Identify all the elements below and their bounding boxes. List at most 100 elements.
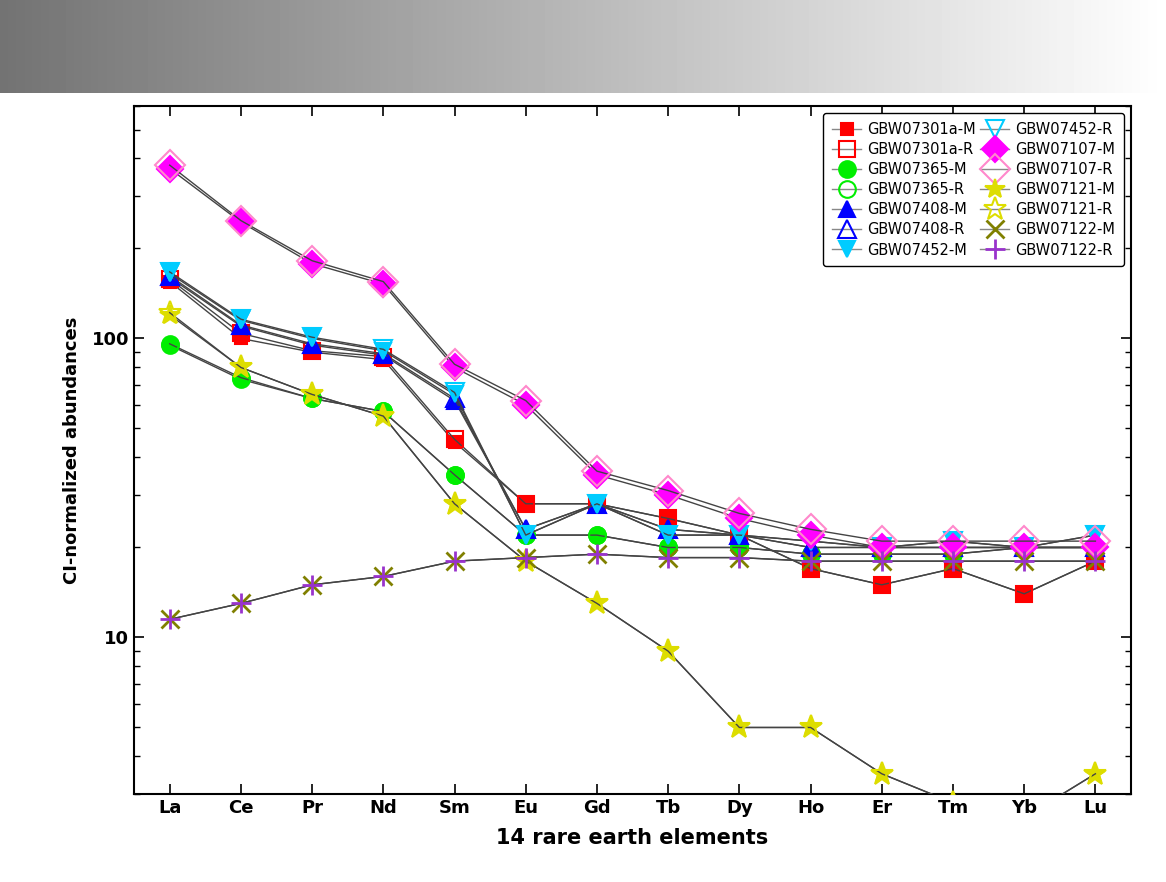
GBW07107-R — [377, 276, 391, 287]
GBW07301a-R — [1017, 588, 1031, 599]
GBW07107-M — [377, 279, 391, 289]
GBW07408-M — [448, 395, 462, 406]
GBW07301a-R — [946, 564, 960, 574]
GBW07301a-R — [803, 564, 817, 574]
Line: GBW07365-R: GBW07365-R — [161, 335, 1104, 563]
GBW07452-R — [377, 344, 391, 355]
GBW07107-M — [448, 363, 462, 373]
GBW07107-M — [163, 163, 177, 174]
GBW07122-R — [448, 556, 462, 566]
GBW07408-R — [377, 348, 391, 359]
GBW07121-R — [163, 308, 177, 318]
GBW07122-R — [590, 549, 604, 559]
Line: GBW07301a-M: GBW07301a-M — [163, 275, 1102, 600]
GBW07121-R — [519, 556, 533, 566]
GBW07121-M — [946, 797, 960, 808]
GBW07365-R — [305, 393, 319, 404]
GBW07122-M — [163, 614, 177, 624]
GBW07452-R — [1088, 530, 1102, 541]
GBW07365-M — [732, 542, 746, 553]
GBW07122-M — [803, 556, 817, 566]
GBW07301a-R — [874, 579, 888, 590]
GBW07301a-R — [163, 273, 177, 284]
GBW07121-M — [163, 310, 177, 320]
Line: GBW07121-M: GBW07121-M — [160, 304, 1105, 828]
GBW07408-M — [1017, 542, 1031, 553]
GBW07107-R — [946, 536, 960, 547]
GBW07122-R — [234, 598, 248, 609]
GBW07301a-M — [946, 564, 960, 574]
GBW07301a-M — [448, 437, 462, 447]
GBW07452-R — [1017, 542, 1031, 553]
GBW07452-R — [448, 387, 462, 398]
GBW07365-M — [377, 407, 391, 417]
GBW07121-R — [1088, 768, 1102, 779]
GBW07107-M — [874, 542, 888, 553]
GBW07452-R — [946, 536, 960, 547]
GBW07365-R — [946, 549, 960, 559]
GBW07122-M — [448, 556, 462, 566]
GBW07365-R — [1088, 542, 1102, 553]
GBW07452-M — [874, 542, 888, 553]
GBW07122-R — [874, 556, 888, 566]
GBW07452-M — [519, 530, 533, 541]
GBW07122-R — [377, 572, 391, 582]
GBW07121-R — [803, 722, 817, 733]
GBW07408-R — [732, 530, 746, 541]
GBW07365-R — [732, 542, 746, 553]
GBW07365-R — [448, 469, 462, 480]
GBW07452-M — [590, 498, 604, 509]
GBW07408-M — [661, 524, 675, 534]
GBW07121-R — [305, 389, 319, 400]
GBW07301a-M — [305, 347, 319, 357]
GBW07452-M — [305, 333, 319, 344]
GBW07408-M — [377, 350, 391, 361]
GBW07408-R — [803, 542, 817, 553]
GBW07301a-R — [448, 434, 462, 445]
GBW07365-M — [803, 549, 817, 559]
GBW07121-M — [448, 498, 462, 509]
GBW07301a-R — [234, 328, 248, 339]
GBW07301a-R — [1088, 556, 1102, 566]
GBW07121-R — [377, 411, 391, 422]
GBW07408-R — [1088, 542, 1102, 553]
GBW07365-R — [377, 407, 391, 417]
GBW07107-M — [946, 542, 960, 553]
GBW07122-R — [732, 552, 746, 563]
GBW07365-M — [234, 374, 248, 385]
GBW07122-R — [305, 579, 319, 590]
GBW07408-M — [874, 542, 888, 553]
GBW07408-M — [1088, 542, 1102, 553]
GBW07408-R — [163, 271, 177, 281]
GBW07301a-M — [1088, 556, 1102, 566]
Line: GBW07408-M: GBW07408-M — [161, 269, 1104, 556]
GBW07121-R — [448, 498, 462, 509]
Line: GBW07107-R: GBW07107-R — [160, 154, 1105, 551]
GBW07408-R — [874, 542, 888, 553]
GBW07301a-R — [590, 498, 604, 509]
GBW07365-M — [590, 530, 604, 541]
GBW07452-M — [163, 268, 177, 279]
GBW07452-R — [519, 530, 533, 541]
GBW07121-M — [1017, 812, 1031, 823]
GBW07107-M — [234, 217, 248, 228]
GBW07301a-M — [732, 530, 746, 541]
GBW07301a-M — [661, 513, 675, 524]
GBW07365-M — [305, 393, 319, 404]
GBW07122-R — [163, 614, 177, 624]
Line: GBW07408-R: GBW07408-R — [161, 267, 1104, 557]
Line: GBW07107-M: GBW07107-M — [161, 160, 1104, 557]
GBW07365-M — [163, 340, 177, 350]
X-axis label: 14 rare earth elements: 14 rare earth elements — [497, 828, 768, 848]
GBW07122-M — [234, 598, 248, 609]
GBW07121-R — [661, 646, 675, 656]
GBW07121-M — [661, 646, 675, 656]
GBW07365-M — [1017, 542, 1031, 553]
GBW07122-M — [1088, 556, 1102, 566]
GBW07122-M — [732, 552, 746, 563]
GBW07301a-R — [377, 351, 391, 362]
GBW07452-R — [590, 498, 604, 509]
GBW07107-M — [590, 469, 604, 480]
Line: GBW07452-R: GBW07452-R — [161, 263, 1104, 557]
GBW07301a-M — [234, 333, 248, 344]
